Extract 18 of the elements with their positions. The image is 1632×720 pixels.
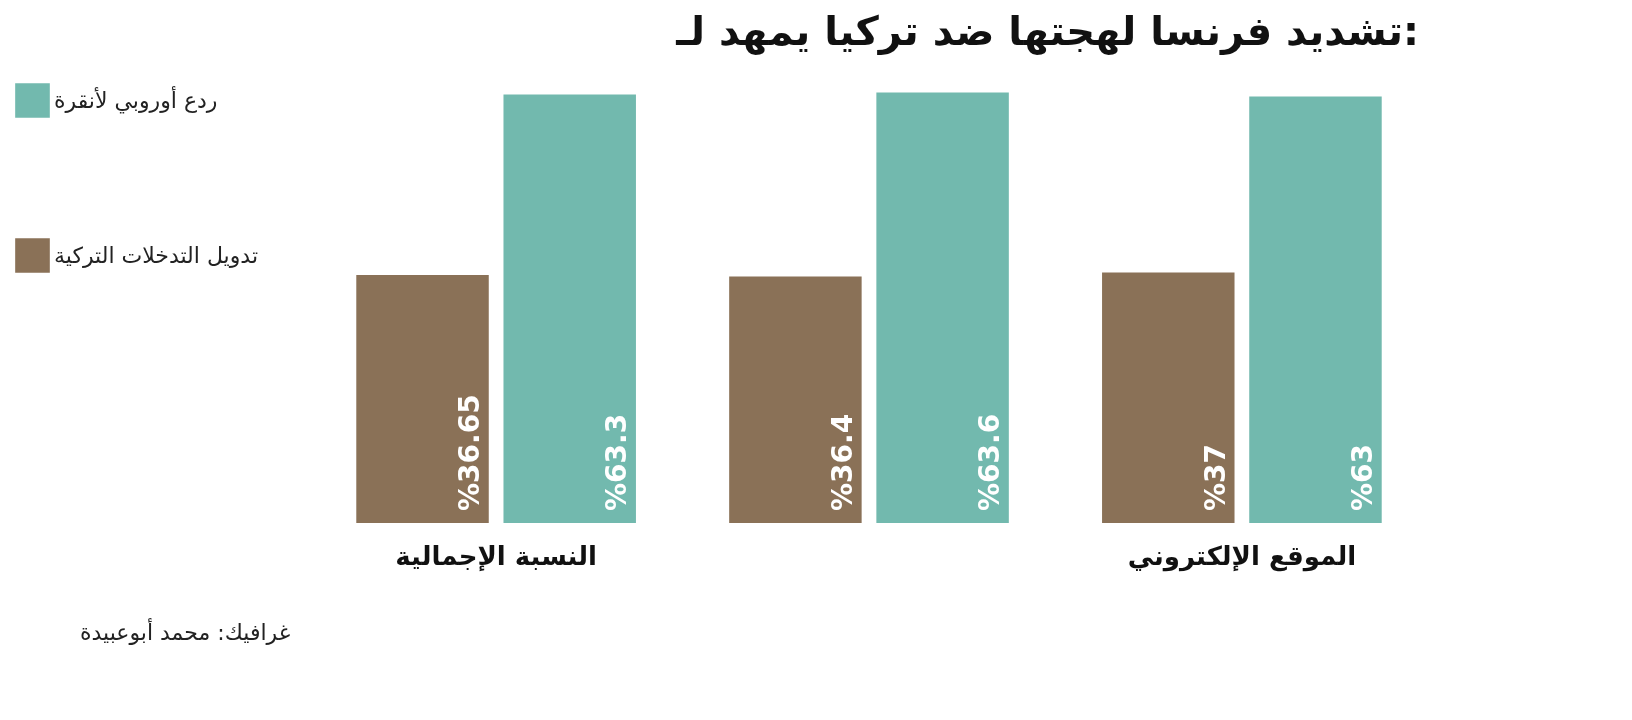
data-label: %36.65 [452, 394, 486, 511]
bar [1102, 272, 1235, 523]
legend-label: تدويل التدخلات التركية [54, 242, 259, 268]
data-label: %63 [1345, 443, 1379, 511]
x-tick-label: النسبة الإجمالية [395, 540, 597, 572]
data-label: %36.4 [825, 413, 859, 511]
bar [503, 94, 636, 523]
legend-label: ردع أوروبي لأنقرة [54, 85, 218, 114]
bar [1249, 96, 1382, 523]
bar [876, 92, 1009, 523]
data-label: %37 [1198, 443, 1232, 511]
chart-title: تشديد فرنسا لهجتها ضد تركيا يمهد لـ: [675, 8, 1419, 55]
x-tick-label: الموقع الإلكتروني [1127, 540, 1357, 572]
data-label: %63.6 [972, 413, 1006, 511]
text: غرافيك: محمد أبوعبيدة [80, 620, 291, 645]
bar [729, 276, 862, 523]
bar [356, 274, 489, 523]
data-label: %63.3 [599, 413, 633, 511]
